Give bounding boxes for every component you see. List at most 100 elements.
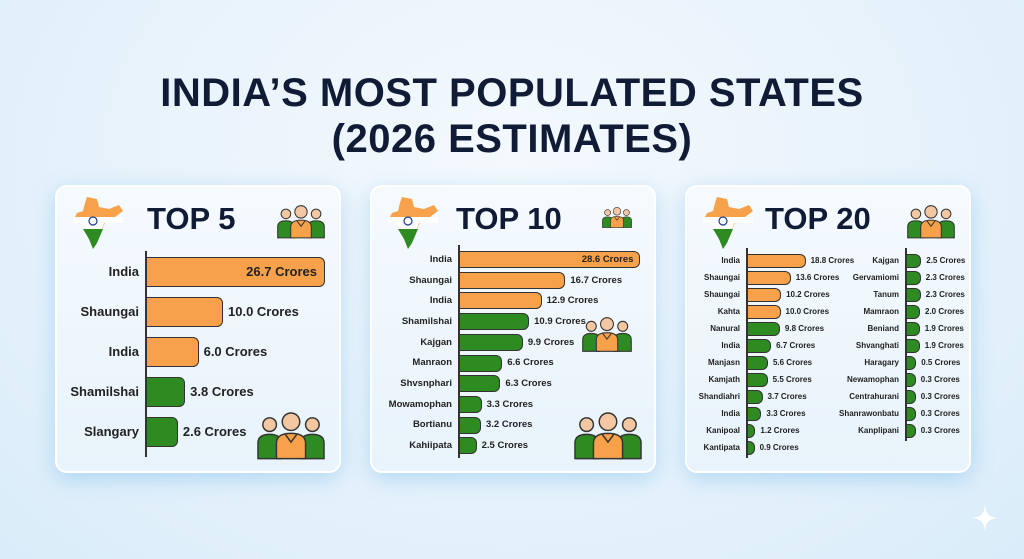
bar: [748, 254, 806, 268]
chart-axis: [746, 248, 748, 458]
bar: [748, 356, 768, 370]
bar-label: Kahta: [717, 307, 740, 317]
bar-label: Newamophan: [846, 375, 899, 385]
bar-value-label: 1.9 Crores: [924, 324, 964, 334]
bar-label: Beniand: [867, 324, 899, 334]
page-title: INDIA’S MOST POPULATED STATES (2026 ESTI…: [0, 70, 1024, 162]
bar-value-label: 6.3 Crores: [505, 378, 552, 389]
title-line-1: INDIA’S MOST POPULATED STATES: [160, 71, 864, 115]
people-icon: [582, 317, 632, 352]
bar-value-label: 3.2 Crores: [486, 419, 533, 431]
bar: [907, 356, 917, 370]
bar: [460, 292, 542, 310]
bar: [460, 313, 530, 331]
bar-label: Haragary: [864, 358, 899, 368]
bar-label: Shvanghati: [855, 341, 899, 351]
bar-label: Kajgan: [872, 256, 899, 266]
bar-value-label: 6.7 Crores: [776, 341, 816, 351]
bar: [907, 424, 916, 438]
card-heading: TOP 20: [765, 201, 871, 236]
bar-value-label: 6.6 Crores: [507, 357, 554, 369]
bar: [748, 305, 781, 319]
bar: [460, 395, 482, 413]
bar: [147, 257, 325, 287]
bar-label: Kahiipata: [409, 440, 452, 452]
bar: [147, 337, 199, 367]
top5-card: TOP 5 India 26.7 Crores Shaungai 10.0 Crore…: [55, 185, 341, 473]
bar-value-label: 16.7 Crores: [570, 274, 623, 286]
bar-value-label: 5.6 Crores: [772, 358, 813, 368]
bar-label: India: [108, 344, 139, 360]
bar-label: India: [429, 295, 452, 307]
bar-value-label: 28.6 Crores: [581, 253, 634, 265]
bar: [748, 288, 782, 302]
bar-label: Shanrawonbatu: [838, 409, 899, 419]
bar-value-label: 1.9 Crores: [924, 341, 964, 351]
bar-value-label: 2.5 Crores: [926, 256, 966, 266]
bar-value-label: 0.9 Crores: [759, 443, 799, 453]
top20-card: TOP 20 India 18.8 Crores Shaungai 13.6 Cror…: [685, 185, 971, 473]
bar-label: India: [721, 409, 740, 419]
bar-label: Kajgan: [420, 336, 452, 348]
bar-label: Shaungai: [703, 273, 740, 283]
bar: [907, 390, 916, 404]
bar: [907, 305, 920, 319]
bar-label: Manjasn: [707, 358, 740, 368]
india-map-icon: [388, 197, 438, 249]
bar-label: Bortianu: [412, 419, 452, 431]
bar: [147, 377, 186, 407]
bar-label: Mowamophan: [388, 398, 452, 410]
bar-value-label: 0.3 Crores: [920, 426, 960, 436]
bar: [460, 437, 477, 455]
bar-label: India: [721, 341, 740, 351]
bar-label: Shaungai: [703, 290, 740, 300]
bar-label: Shaungai: [80, 304, 139, 320]
bar: [748, 407, 762, 421]
bar: [907, 271, 921, 285]
bar: [460, 333, 523, 351]
india-map-icon: [703, 197, 753, 249]
bar: [748, 424, 756, 438]
bar-label: Manraon: [412, 357, 452, 369]
bar: [460, 416, 481, 434]
bar-value-label: 10.0 Crores: [228, 304, 299, 320]
bar-value-label: 10.0 Crores: [785, 307, 830, 317]
bar: [460, 251, 640, 268]
bar-value-label: 2.5 Crores: [481, 440, 529, 452]
bar: [907, 339, 920, 353]
bar-label: Shamilshai: [70, 384, 139, 400]
bar-value-label: 3.3 Crores: [766, 409, 806, 419]
bar: [907, 322, 920, 336]
chart-axis: [905, 248, 907, 441]
bar-value-label: 9.9 Crores: [527, 336, 575, 348]
bar-value-label: 2.3 Crores: [925, 290, 965, 300]
bar-label: Kanplipani: [858, 426, 899, 436]
bar-value-label: 3.8 Crores: [190, 384, 254, 400]
people-icon: [257, 412, 325, 460]
bar-value-label: 2.0 Crores: [925, 307, 965, 317]
bar-label: Kantipata: [703, 443, 740, 453]
bar-label: Kamjath: [708, 375, 740, 385]
sparkle-icon: [972, 505, 998, 531]
bar-label: Slangary: [84, 424, 139, 440]
bar: [907, 254, 922, 268]
chart-axis: [458, 245, 460, 458]
bar: [460, 354, 503, 372]
bar-value-label: 1.2 Crores: [760, 426, 800, 436]
bar-label: Kanipoal: [706, 426, 740, 436]
bar: [907, 288, 921, 302]
bar-value-label: 13.6 Crores: [795, 273, 840, 283]
bar-label: Shamilshai: [401, 315, 452, 327]
bar: [748, 390, 763, 404]
bar-label: Centrahurani: [849, 392, 899, 402]
bar-label: India: [429, 253, 452, 265]
bar-label: India: [108, 264, 139, 280]
bar: [907, 407, 916, 421]
people-icon: [277, 205, 325, 239]
bar-value-label: 0.5 Crores: [921, 358, 961, 368]
bar-value-label: 3.3 Crores: [486, 398, 534, 410]
title-line-2: (2026 ESTIMATES): [331, 117, 693, 161]
bar: [748, 339, 772, 353]
bar-value-label: 18.8 Crores: [810, 256, 855, 266]
bar-label: Shandiahri: [698, 392, 740, 402]
